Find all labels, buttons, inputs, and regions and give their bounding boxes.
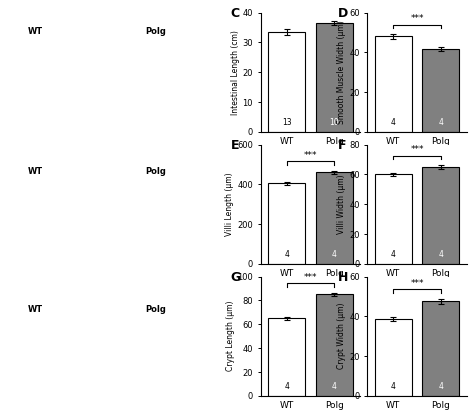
Text: 4: 4 — [438, 382, 443, 391]
Y-axis label: Villi Width (μm): Villi Width (μm) — [337, 174, 346, 234]
Bar — [268, 184, 305, 264]
Text: 4: 4 — [284, 382, 289, 391]
Text: 4: 4 — [438, 118, 443, 127]
Text: 4: 4 — [391, 118, 396, 127]
Bar — [268, 318, 305, 396]
Text: 10: 10 — [329, 118, 339, 127]
Text: 13: 13 — [282, 118, 292, 127]
Text: 4: 4 — [391, 250, 396, 259]
Text: ***: *** — [410, 145, 424, 155]
Text: ***: *** — [304, 273, 317, 282]
Text: E: E — [231, 139, 239, 152]
Text: ***: *** — [304, 151, 317, 160]
Text: G: G — [231, 271, 241, 284]
Text: WT: WT — [28, 26, 43, 36]
Text: D: D — [337, 7, 348, 20]
Bar — [268, 32, 305, 132]
Text: 4: 4 — [284, 250, 289, 259]
Y-axis label: Crypt Length (μm): Crypt Length (μm) — [226, 301, 235, 372]
Bar — [375, 319, 412, 396]
Text: WT: WT — [28, 305, 43, 314]
Bar — [422, 301, 459, 396]
Text: 4: 4 — [391, 382, 396, 391]
Text: H: H — [337, 271, 348, 284]
Text: C: C — [231, 7, 240, 20]
Text: ***: *** — [410, 279, 424, 288]
Text: Polg: Polg — [146, 26, 166, 36]
Text: 4: 4 — [332, 250, 337, 259]
Y-axis label: Smooth Muscle Width (μm): Smooth Muscle Width (μm) — [337, 21, 346, 124]
Text: F: F — [337, 139, 346, 152]
Bar — [316, 23, 353, 132]
Text: 4: 4 — [332, 382, 337, 391]
Text: ***: *** — [410, 14, 424, 23]
Text: Polg: Polg — [146, 167, 166, 176]
Y-axis label: Crypt Width (μm): Crypt Width (μm) — [337, 303, 346, 370]
Bar — [375, 174, 412, 264]
Text: Polg: Polg — [146, 305, 166, 314]
Bar — [316, 295, 353, 396]
Text: WT: WT — [28, 167, 43, 176]
Y-axis label: Intestinal Length (cm): Intestinal Length (cm) — [231, 30, 240, 115]
Y-axis label: Villi Length (μm): Villi Length (μm) — [226, 173, 235, 236]
Bar — [316, 173, 353, 264]
Bar — [422, 49, 459, 132]
Text: 4: 4 — [438, 250, 443, 259]
Bar — [422, 167, 459, 264]
Bar — [375, 36, 412, 132]
